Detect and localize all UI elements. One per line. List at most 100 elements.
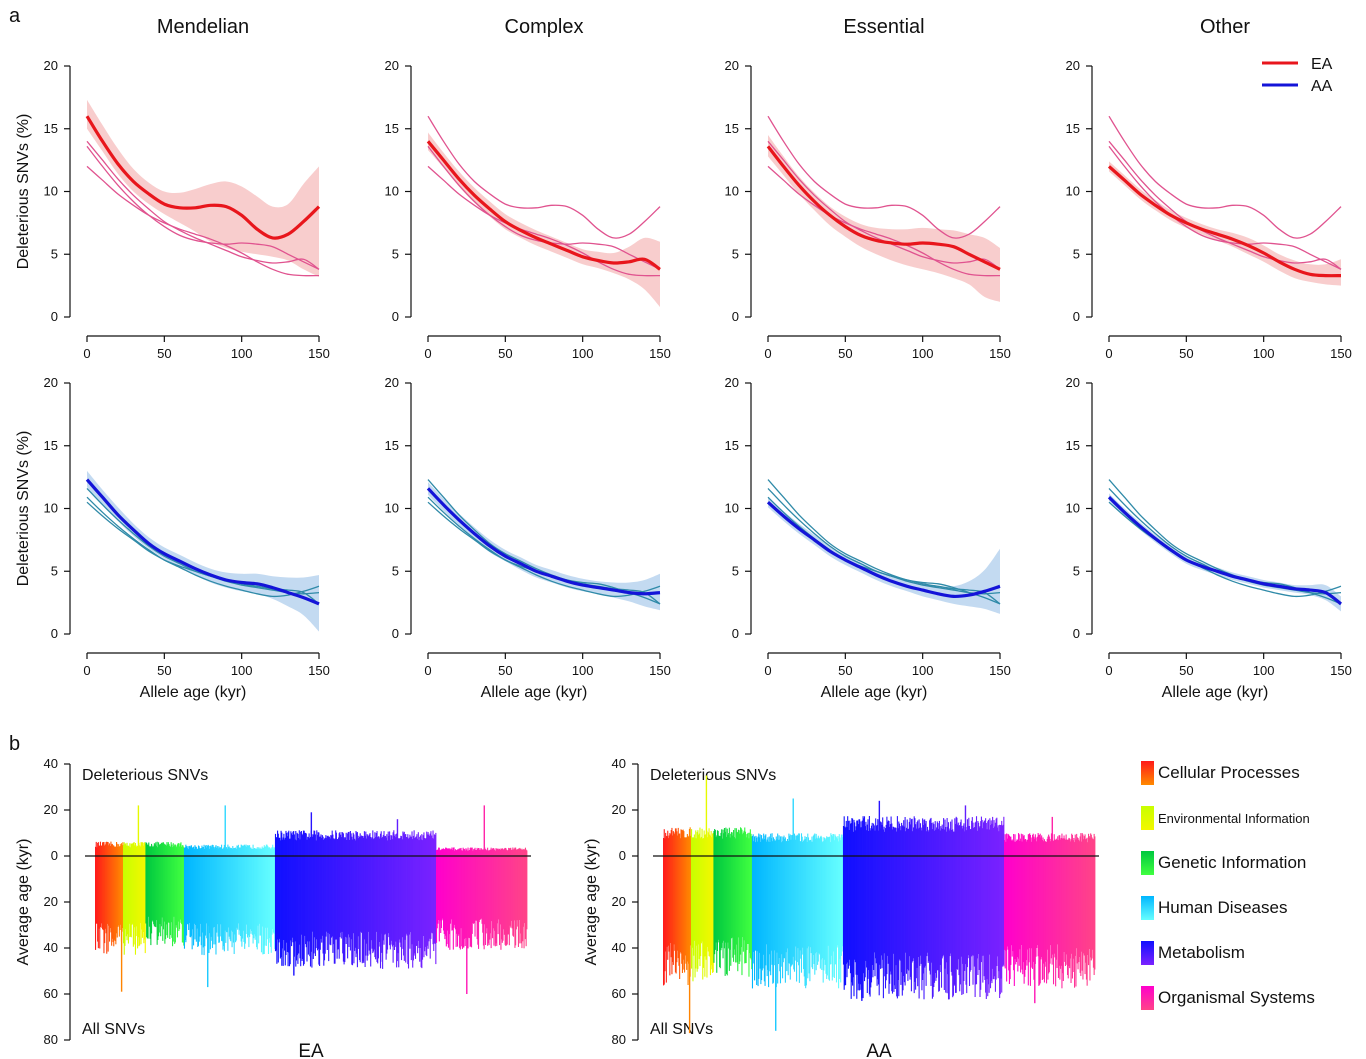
bar	[996, 856, 998, 966]
bar	[761, 856, 763, 981]
bar	[889, 856, 891, 972]
bar	[496, 848, 498, 856]
bar	[1063, 856, 1065, 952]
y-tick-label: 20	[44, 894, 58, 909]
bar	[287, 832, 289, 856]
bar	[433, 838, 435, 856]
bar	[155, 856, 157, 928]
bar	[412, 835, 414, 856]
bar	[478, 850, 480, 856]
bar	[866, 830, 868, 856]
bar	[182, 845, 184, 856]
bar	[1081, 856, 1083, 971]
bar	[1062, 838, 1064, 856]
bar	[777, 856, 779, 984]
bar	[1066, 856, 1069, 975]
bar	[816, 837, 818, 856]
bar	[485, 849, 487, 856]
bar	[845, 856, 847, 964]
bar	[182, 856, 184, 943]
bar	[1093, 833, 1095, 856]
bar	[992, 856, 994, 969]
bar	[259, 847, 261, 856]
bar	[272, 856, 274, 930]
bar	[957, 822, 959, 856]
bar	[166, 842, 168, 856]
bar	[331, 830, 333, 856]
bar	[223, 856, 225, 947]
bar	[681, 830, 683, 856]
bar	[1054, 839, 1056, 856]
bar	[459, 856, 461, 950]
bar	[120, 843, 123, 856]
bar	[381, 856, 383, 953]
bar	[230, 847, 232, 856]
bar	[468, 856, 470, 939]
bar	[391, 835, 393, 856]
bar	[348, 856, 350, 947]
bar	[330, 856, 332, 946]
bar	[419, 856, 421, 948]
bar	[979, 826, 981, 856]
bar	[452, 849, 454, 856]
bar	[1026, 839, 1028, 856]
bar	[178, 856, 180, 931]
bar	[887, 856, 889, 964]
bar	[955, 856, 957, 993]
bar	[1060, 856, 1062, 966]
bar	[144, 856, 146, 954]
bar	[374, 856, 376, 958]
bar	[728, 827, 730, 856]
bar	[267, 847, 270, 856]
bar	[1091, 856, 1093, 959]
bar	[236, 856, 238, 928]
bar	[829, 842, 831, 856]
bar	[776, 856, 778, 953]
bar	[370, 838, 372, 856]
bar	[1045, 856, 1047, 962]
bar	[870, 856, 873, 983]
bar	[923, 819, 925, 856]
bar-peak	[483, 805, 485, 856]
bar	[160, 844, 162, 856]
bar	[790, 856, 792, 967]
bar	[877, 819, 879, 856]
bar	[888, 821, 890, 856]
bar	[891, 856, 893, 992]
bar	[197, 856, 199, 947]
bar	[929, 856, 931, 971]
series-line-ea	[426, 140, 661, 271]
bar	[493, 856, 495, 946]
bar	[884, 856, 886, 977]
bar	[134, 856, 136, 928]
bar	[310, 856, 312, 952]
bar	[420, 856, 422, 968]
bar	[693, 856, 695, 956]
bar	[998, 856, 1000, 972]
bar	[896, 856, 898, 997]
bar	[288, 856, 291, 967]
bar	[893, 827, 895, 856]
bar	[474, 856, 476, 937]
bar	[460, 847, 462, 856]
bar	[369, 833, 371, 856]
bar	[473, 849, 475, 856]
bar	[421, 856, 423, 969]
bar	[218, 846, 220, 856]
bar	[263, 847, 265, 856]
bar	[260, 848, 262, 856]
bar	[804, 856, 806, 986]
bar	[831, 834, 833, 856]
bar	[135, 856, 137, 937]
bar	[186, 856, 188, 936]
bar	[870, 825, 873, 856]
bar	[342, 856, 344, 962]
bar	[978, 827, 980, 856]
bar	[883, 856, 885, 954]
bar	[314, 830, 316, 856]
bar	[766, 856, 768, 977]
bar	[193, 856, 195, 946]
bar	[307, 856, 309, 942]
bar	[768, 836, 770, 856]
